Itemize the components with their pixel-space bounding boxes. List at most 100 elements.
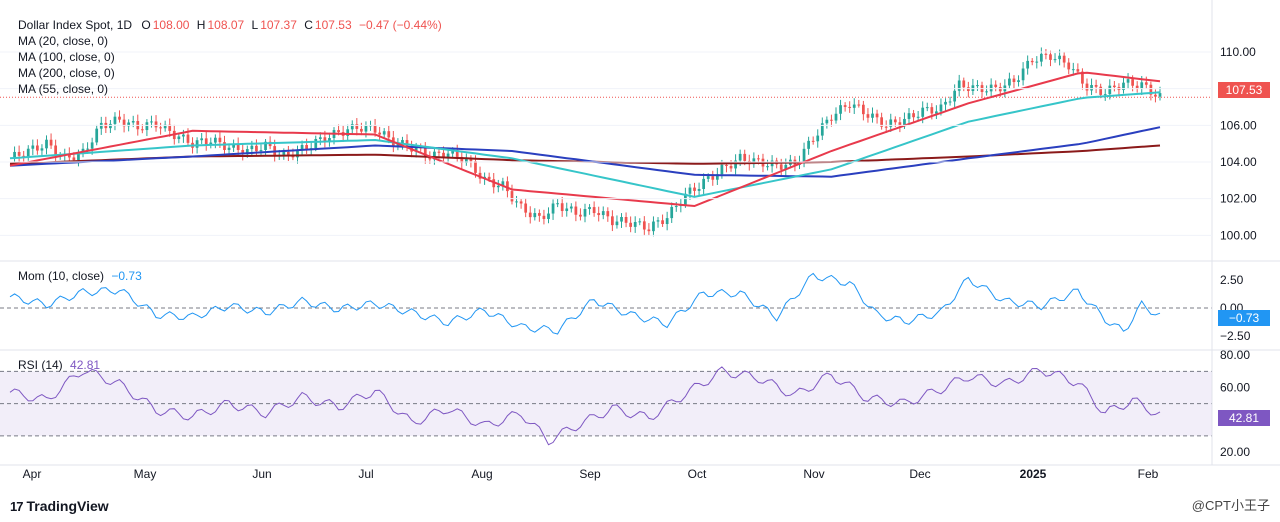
- candle-up: [588, 207, 591, 210]
- candle-up: [259, 149, 263, 152]
- candle-down: [455, 150, 459, 157]
- candle-up: [935, 111, 938, 114]
- candle-up: [670, 206, 674, 219]
- candle-down: [880, 117, 883, 127]
- candle-down: [1044, 53, 1048, 55]
- candle-down: [17, 151, 21, 156]
- month-tick-label: Apr: [23, 467, 42, 481]
- candle-up: [620, 217, 623, 222]
- candle-up: [903, 118, 906, 126]
- candle-down: [574, 206, 578, 215]
- candle-down: [36, 145, 39, 151]
- candle-down: [1094, 84, 1098, 87]
- ma55-legend: MA (55, close, 0): [18, 82, 109, 96]
- mom-value: −0.73: [111, 269, 142, 283]
- month-tick-label: Aug: [471, 467, 492, 481]
- candle-down: [67, 153, 71, 158]
- candle-down: [378, 132, 382, 135]
- candle-down: [624, 217, 628, 223]
- candle-up: [1058, 55, 1061, 60]
- candle-up: [209, 142, 213, 145]
- month-tick-label: Sep: [579, 467, 601, 481]
- candle-up: [446, 153, 450, 159]
- tradingview-logo: 17 TradingView: [10, 498, 109, 514]
- rsi-label: RSI (14): [18, 358, 63, 372]
- ma20-legend: MA (20, close, 0): [18, 34, 109, 48]
- candle-up: [396, 143, 400, 147]
- price-tick-label: 110.00: [1220, 45, 1256, 59]
- candle-up: [989, 84, 993, 92]
- candle-up: [533, 213, 537, 218]
- candle-down: [474, 161, 477, 173]
- candle-up: [852, 104, 856, 108]
- candle-down: [305, 144, 308, 150]
- symbol-title: Dollar Index Spot, 1D: [18, 18, 133, 32]
- candle-down: [140, 129, 144, 131]
- rsi-line: [9, 366, 1161, 446]
- candle-up: [1053, 59, 1057, 61]
- candle-down: [1085, 83, 1089, 91]
- ma55-line: [9, 91, 1161, 198]
- close-label: C: [304, 18, 313, 32]
- close-value: 107.53: [314, 18, 352, 32]
- candle-down: [542, 215, 546, 219]
- candle-up: [953, 90, 957, 102]
- candle-down: [693, 187, 696, 191]
- candle-up: [90, 142, 94, 149]
- candle-up: [674, 206, 678, 208]
- candle-down: [866, 114, 870, 118]
- candle-down: [204, 138, 208, 145]
- candle-down: [469, 158, 473, 162]
- candle-up: [282, 151, 286, 155]
- candle-up: [921, 107, 925, 117]
- candle-up: [871, 113, 874, 118]
- candle-down: [423, 148, 427, 158]
- candle-down: [597, 213, 601, 216]
- candle-down: [154, 121, 158, 128]
- candle-up: [1017, 80, 1020, 83]
- candle-down: [355, 124, 359, 129]
- candle-down: [487, 176, 491, 180]
- candle-up: [702, 178, 706, 189]
- brand-name: TradingView: [26, 498, 109, 514]
- candle-down: [1135, 85, 1139, 89]
- candle-up: [825, 119, 829, 124]
- candle-up: [925, 107, 929, 109]
- candle-up: [971, 85, 975, 92]
- candle-up: [834, 113, 838, 121]
- candle-up: [715, 174, 719, 180]
- candle-down: [186, 134, 190, 143]
- month-tick-label: Nov: [803, 467, 824, 481]
- candle-up: [939, 104, 943, 112]
- candle-down: [510, 191, 514, 202]
- candle-up: [264, 141, 267, 150]
- candle-up: [1158, 93, 1162, 97]
- low-value: 107.37: [260, 18, 297, 32]
- candle-up: [40, 148, 44, 151]
- candle-up: [1108, 85, 1112, 95]
- candle-down: [930, 107, 934, 114]
- candle-down: [843, 105, 847, 107]
- candle-down: [460, 156, 464, 163]
- candle-down: [360, 128, 363, 132]
- candle-up: [569, 206, 573, 209]
- candle-up: [296, 149, 299, 158]
- candle-down: [519, 201, 523, 204]
- rsi-legend: RSI (14) 42.81: [18, 357, 100, 373]
- candle-up: [232, 143, 235, 148]
- candle-down: [428, 157, 432, 160]
- candle-up: [697, 188, 701, 191]
- candle-up: [195, 140, 199, 148]
- candle-down: [1049, 54, 1052, 60]
- mom-badge: −0.73: [1218, 310, 1270, 326]
- candle-down: [606, 211, 610, 217]
- month-tick-label: Dec: [909, 467, 930, 481]
- candle-up: [551, 203, 555, 214]
- rsi-tick-label: 60.00: [1220, 380, 1250, 394]
- candle-up: [916, 116, 920, 118]
- candle-down: [72, 157, 76, 161]
- candle-up: [752, 158, 756, 165]
- candle-up: [738, 153, 742, 161]
- price-pane: [0, 47, 1212, 237]
- low-label: L: [251, 18, 259, 32]
